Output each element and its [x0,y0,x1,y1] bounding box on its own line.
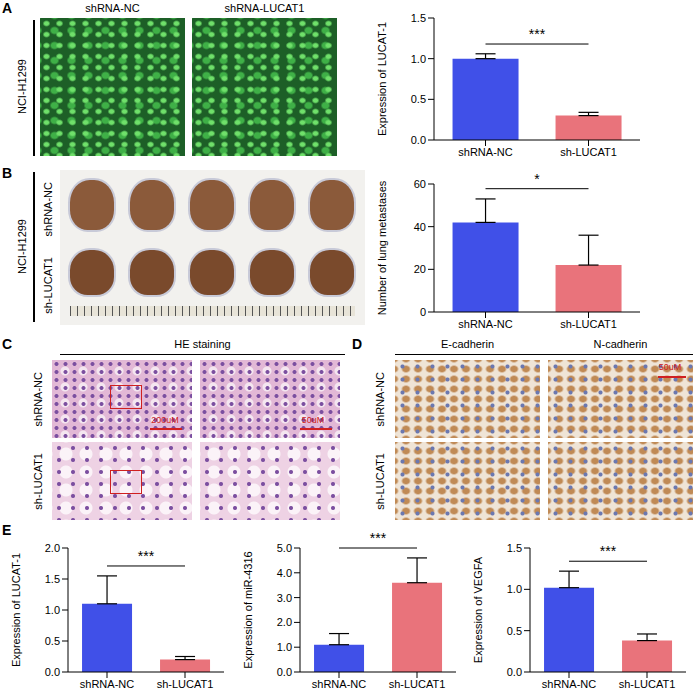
svg-text:sh-LUCAT1: sh-LUCAT1 [560,146,617,158]
svg-text:Expression of LUCAT-1: Expression of LUCAT-1 [10,553,22,667]
html-text:shRNA-NC: shRNA-NC [374,371,386,427]
html-text:50uM: 50uM [658,362,682,372]
svg-text:0: 0 [420,306,426,318]
svg-text:0.5: 0.5 [411,93,426,105]
svg-text:2.0: 2.0 [277,616,292,628]
svg-text:0.0: 0.0 [507,666,522,678]
html-text:200uM: 200uM [151,415,179,425]
svg-text:1.0: 1.0 [507,583,522,595]
svg-text:0.0: 0.0 [277,666,292,678]
svg-text:***: *** [600,543,617,559]
svg-text:Expression of VEGFA: Expression of VEGFA [472,556,484,663]
svg-text:0.0: 0.0 [411,134,426,146]
svg-text:shRNA-NC: shRNA-NC [312,678,366,690]
svg-text:Expression of miR-4316: Expression of miR-4316 [242,551,254,668]
svg-text:sh-LUCAT1: sh-LUCAT1 [157,678,214,690]
html-text:HE staining: HE staining [174,338,231,350]
svg-text:20: 20 [414,263,426,275]
svg-text:1.0: 1.0 [45,604,60,616]
html-text:NCI-H1299: NCI-H1299 [16,219,28,275]
html-text:B: B [2,165,13,181]
svg-text:1.5: 1.5 [507,542,522,554]
html-text:50uM: 50uM [301,415,325,425]
svg-text:shRNA-NC: shRNA-NC [542,678,596,690]
html-text:shRNA-NC: shRNA-NC [85,2,140,14]
html-text:D: D [352,336,363,352]
svg-text:shRNA-NC: shRNA-NC [458,146,512,158]
svg-text:sh-LUCAT1: sh-LUCAT1 [389,678,446,690]
svg-text:Number of lung metastases: Number of lung metastases [376,180,388,315]
html-text:sh-LUCAT1: sh-LUCAT1 [374,452,386,510]
html-text:N-cadherin: N-cadherin [593,338,648,350]
html-text:sh-LUCAT1: sh-LUCAT1 [32,452,44,510]
html-text:shRNA-NC: shRNA-NC [42,182,54,237]
svg-text:0.5: 0.5 [45,635,60,647]
svg-text:***: *** [138,548,155,564]
html-text:NCI-H1299: NCI-H1299 [16,59,28,115]
html-text:E-cadherin: E-cadherin [440,338,495,350]
svg-text:1.5: 1.5 [45,573,60,585]
svg-text:***: *** [370,530,387,546]
html-text:sh-LUCAT1: sh-LUCAT1 [42,257,54,314]
svg-text:1.0: 1.0 [411,53,426,65]
svg-text:1.0: 1.0 [277,641,292,653]
svg-text:sh-LUCAT1: sh-LUCAT1 [560,318,617,330]
html-text:E: E [2,522,12,538]
html-text:shRNA-LUCAT1: shRNA-LUCAT1 [224,2,305,14]
svg-text:2.0: 2.0 [45,542,60,554]
svg-text:shRNA-NC: shRNA-NC [458,318,512,330]
svg-text:4.0: 4.0 [277,567,292,579]
html-text:C: C [2,336,13,352]
html-text:shRNA-NC: shRNA-NC [32,371,44,427]
svg-text:***: *** [529,26,546,42]
svg-text:0.5: 0.5 [507,625,522,637]
svg-text:*: * [534,171,540,187]
svg-text:Expression of LUCAT-1: Expression of LUCAT-1 [376,22,388,136]
svg-text:5.0: 5.0 [277,542,292,554]
svg-text:shRNA-NC: shRNA-NC [80,678,134,690]
svg-text:1.5: 1.5 [411,12,426,24]
html-text:A: A [2,0,13,16]
svg-text:3.0: 3.0 [277,592,292,604]
svg-text:40: 40 [414,221,426,233]
svg-text:sh-LUCAT1: sh-LUCAT1 [619,678,676,690]
svg-text:0.0: 0.0 [45,666,60,678]
svg-text:60: 60 [414,178,426,190]
